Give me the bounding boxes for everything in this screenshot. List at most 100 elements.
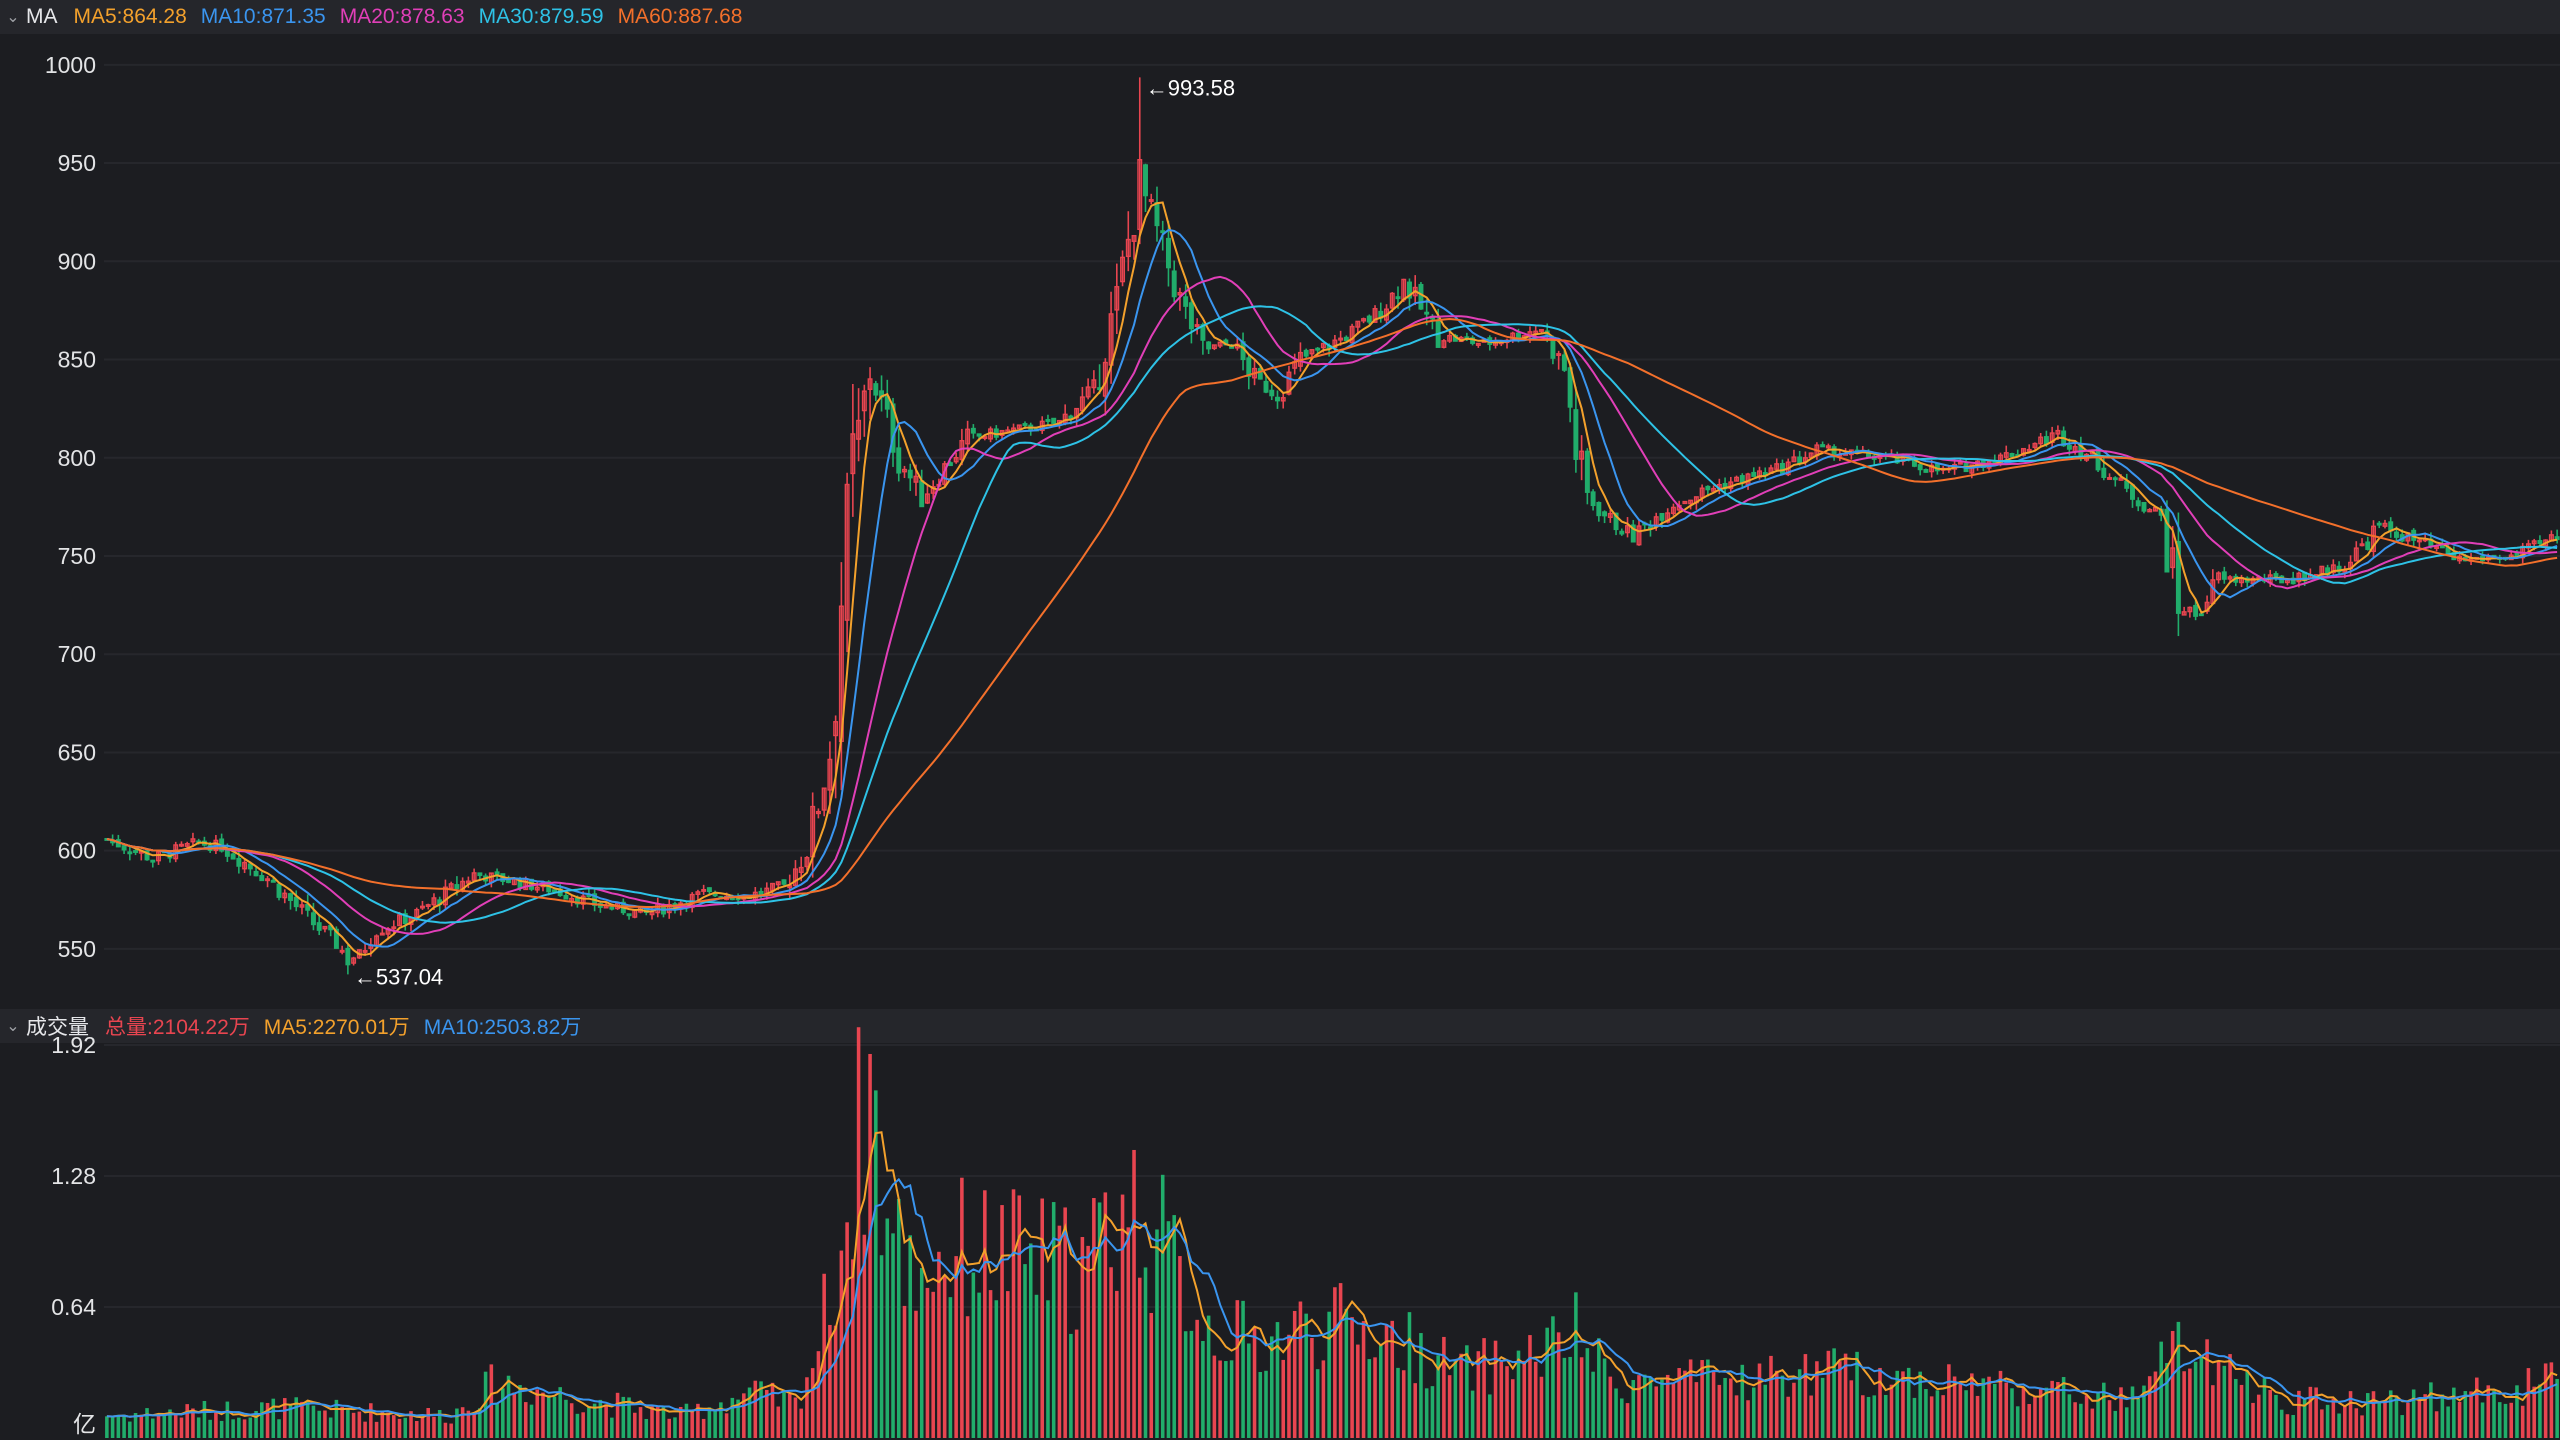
candle-body xyxy=(1160,230,1166,234)
candle-body xyxy=(2376,522,2382,526)
volume-bar xyxy=(1803,1354,1808,1438)
candle-body xyxy=(2032,442,2038,449)
candle-body xyxy=(1659,512,1665,521)
candle-body xyxy=(230,853,236,860)
volume-bar xyxy=(2176,1321,2181,1438)
volume-bar xyxy=(2320,1409,2324,1438)
collapse-chevron-icon[interactable]: ⌄ xyxy=(6,9,20,26)
candle-body xyxy=(2382,522,2388,527)
candle-body xyxy=(1670,506,1676,514)
candle-body xyxy=(1091,379,1097,389)
volume-bar xyxy=(2170,1330,2175,1438)
volume-bar xyxy=(742,1393,746,1438)
volume-bar xyxy=(2102,1382,2106,1438)
candle-body xyxy=(1131,234,1137,242)
volume-bar xyxy=(1350,1317,1354,1438)
volume-bar xyxy=(1820,1377,1825,1438)
candle-body xyxy=(494,871,500,876)
price-tick-label: 550 xyxy=(58,936,96,962)
candle-body xyxy=(2290,577,2296,585)
volume-tick-label: 1.28 xyxy=(51,1163,96,1189)
candle-body xyxy=(1320,342,1326,349)
volume-bar xyxy=(145,1408,149,1438)
candle-body xyxy=(965,428,971,445)
volume-bar xyxy=(346,1408,350,1438)
candle-body xyxy=(288,893,293,901)
volume-bar xyxy=(885,1218,890,1438)
volume-bar xyxy=(1092,1198,1096,1438)
candle-body xyxy=(454,884,460,890)
candle-body xyxy=(1275,396,1280,402)
volume-bar xyxy=(1074,1329,1079,1438)
candle-body xyxy=(626,913,632,917)
volume-bar xyxy=(2090,1408,2095,1438)
candle-body xyxy=(907,469,913,479)
volume-bar xyxy=(1361,1321,1366,1438)
candle-body xyxy=(896,447,902,474)
volume-bar xyxy=(1883,1394,1888,1438)
volume-bar xyxy=(1488,1394,1492,1438)
candle-body xyxy=(282,892,288,899)
candle-body xyxy=(1636,525,1642,546)
volume-bar xyxy=(1172,1215,1176,1438)
volume-bar xyxy=(1086,1245,1090,1438)
ma60-legend: MA60:887.68 xyxy=(617,5,743,28)
candle-body xyxy=(798,866,804,873)
volume-bar xyxy=(994,1300,999,1438)
volume-bar xyxy=(1780,1375,1785,1438)
volume-bar xyxy=(392,1415,396,1438)
volume-bar xyxy=(2503,1403,2508,1438)
candle-body xyxy=(1797,456,1803,464)
candle-body xyxy=(1303,349,1309,357)
candle-body xyxy=(2170,547,2176,569)
candle-body xyxy=(1779,462,1785,474)
candles xyxy=(104,77,2560,975)
volume-bar xyxy=(1861,1395,1865,1438)
candle-body xyxy=(299,904,305,908)
candle-body xyxy=(1171,270,1177,298)
volume-bar xyxy=(2515,1385,2519,1438)
volume-bar xyxy=(237,1417,241,1438)
candle-body xyxy=(609,906,615,910)
volume-bar xyxy=(317,1410,321,1438)
candle-body xyxy=(1114,286,1120,311)
volume-bar xyxy=(2371,1391,2376,1438)
volume-bar xyxy=(960,1177,964,1438)
volume-bar xyxy=(271,1398,276,1438)
volume-bar xyxy=(1975,1395,1980,1438)
volume-bar xyxy=(701,1418,706,1438)
volume-bar xyxy=(1069,1333,1073,1438)
candle-body xyxy=(2038,436,2044,445)
volume-bar xyxy=(1447,1375,1452,1438)
volume-bar xyxy=(2325,1404,2330,1438)
volume-bar xyxy=(2079,1403,2083,1438)
volume-bar xyxy=(1338,1283,1343,1438)
candle-body xyxy=(1062,413,1068,424)
volume-bar xyxy=(1912,1397,1917,1438)
candle-body xyxy=(1263,380,1269,393)
volume-bar xyxy=(2119,1387,2123,1438)
candle-body xyxy=(1894,455,1900,464)
volume-bar xyxy=(1143,1267,1148,1438)
volume-bar xyxy=(1826,1350,1831,1438)
candle-body xyxy=(1688,499,1694,505)
volume-bar xyxy=(1556,1332,1561,1438)
volume-unit-label: 亿 xyxy=(73,1411,96,1437)
price-gridlines xyxy=(104,63,2560,950)
candle-body xyxy=(861,390,867,412)
candle-body xyxy=(1917,464,1923,471)
volume-bar xyxy=(598,1399,603,1438)
volume-bar xyxy=(2526,1368,2531,1438)
volume-bar xyxy=(2199,1357,2204,1438)
candle-body xyxy=(930,486,936,494)
volume-bar xyxy=(357,1411,362,1438)
volume-bar xyxy=(1459,1353,1463,1438)
volume-bar xyxy=(449,1423,453,1438)
volume-bar xyxy=(971,1272,976,1438)
collapse-chevron-icon[interactable]: ⌄ xyxy=(6,1018,20,1035)
volume-tick-label: 1.92 xyxy=(51,1032,96,1058)
volume-bar xyxy=(1080,1237,1085,1438)
candle-body xyxy=(402,913,408,925)
candle-body xyxy=(1734,476,1740,482)
